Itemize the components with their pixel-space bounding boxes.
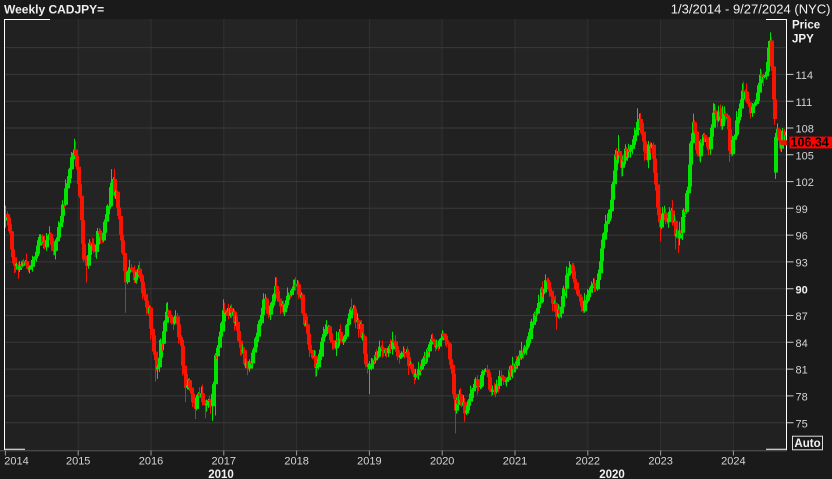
svg-text:2014: 2014 [4,456,28,468]
svg-text:2020: 2020 [599,469,625,479]
svg-text:2022: 2022 [576,456,600,468]
svg-text:Weekly CADJPY=: Weekly CADJPY= [4,3,104,17]
svg-text:2010: 2010 [208,469,234,479]
svg-text:JPY: JPY [792,34,814,46]
svg-text:75: 75 [796,418,808,430]
svg-text:2020: 2020 [430,456,454,468]
svg-text:96: 96 [796,231,808,243]
svg-text:2016: 2016 [139,456,163,468]
svg-text:108: 108 [796,124,814,136]
svg-text:81: 81 [796,365,808,377]
svg-text:84: 84 [796,338,808,350]
svg-text:114: 114 [796,70,814,82]
svg-text:106.34: 106.34 [791,136,829,150]
svg-text:2024: 2024 [721,456,745,468]
svg-text:1/3/2014 - 9/27/2024 (NYC): 1/3/2014 - 9/27/2024 (NYC) [671,2,831,17]
svg-text:93: 93 [796,258,808,270]
svg-text:111: 111 [796,97,813,109]
svg-text:Price: Price [792,20,820,32]
svg-text:102: 102 [796,177,814,189]
svg-text:2017: 2017 [212,456,236,468]
svg-text:78: 78 [796,392,808,404]
svg-text:2023: 2023 [648,456,672,468]
svg-text:2015: 2015 [66,456,90,468]
svg-text:90: 90 [796,284,808,296]
svg-text:2021: 2021 [503,456,527,468]
svg-text:2018: 2018 [284,456,308,468]
svg-text:Auto: Auto [794,438,820,450]
svg-text:87: 87 [796,311,808,323]
svg-text:2019: 2019 [357,456,381,468]
svg-text:99: 99 [796,204,808,216]
svg-text:105: 105 [796,150,814,162]
